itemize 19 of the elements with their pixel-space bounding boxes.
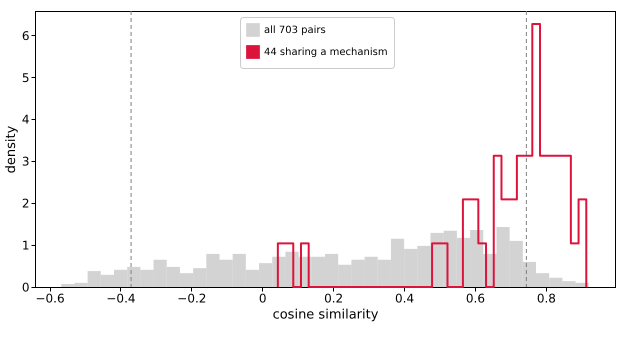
y-axis-title: density [4,125,19,174]
x-tick-label: −0.6 [35,292,65,306]
y-tick-label: 2 [22,196,30,211]
y-tick-label: 3 [22,154,30,169]
x-tick-label: 0.6 [466,292,486,306]
x-tick-label: 0.4 [395,292,414,306]
legend-label: all 703 pairs [264,25,326,36]
legend-label: 44 sharing a mechanism [264,47,388,58]
x-axis-title: cosine similarity [272,308,379,322]
y-tick-label: 5 [22,70,30,85]
x-tick-label: 0 [258,292,267,306]
y-tick-label: 1 [22,238,30,253]
y-tick-label: 6 [22,28,30,43]
x-tick-label: 0.2 [324,292,344,306]
x-tick-label: 0.8 [536,292,556,306]
x-tick-label: −0.4 [106,292,136,306]
y-tick-label: 0 [22,280,30,294]
y-tick-label: 4 [22,112,30,127]
x-tick-label: −0.2 [177,292,206,306]
